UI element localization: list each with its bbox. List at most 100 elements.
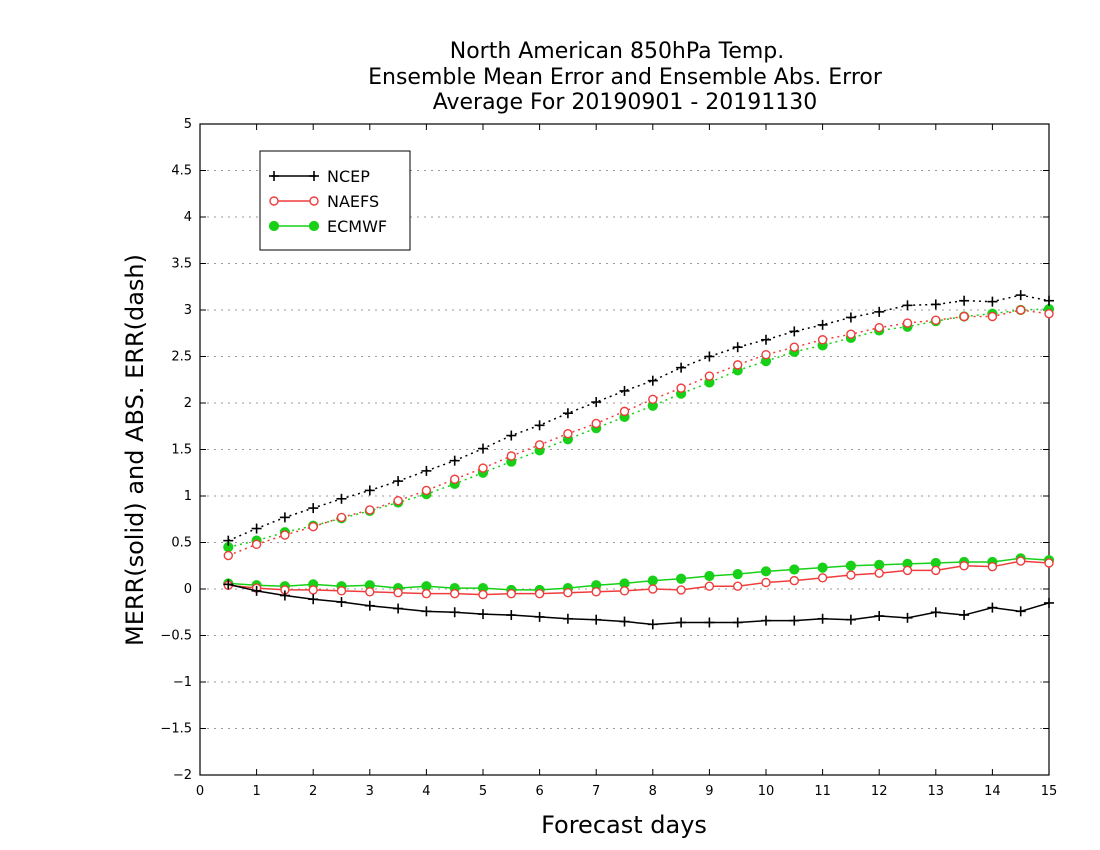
y-tick-label: −1 [173, 675, 192, 690]
point-ncep-abs-err [308, 503, 319, 514]
point-ncep-merr [817, 613, 828, 624]
series-ncep [223, 290, 1054, 630]
point-ecmwf-merr [817, 562, 828, 573]
point-ncep-abs-err [817, 319, 828, 330]
point-ncep-merr [619, 616, 630, 627]
point-naefs-abs-err [902, 318, 913, 328]
point-naefs-merr [761, 577, 771, 588]
point-naefs-merr [987, 561, 998, 572]
point-naefs-merr [619, 586, 630, 596]
point-ncep-merr [930, 607, 941, 618]
point-ncep-abs-err [902, 300, 913, 311]
point-naefs-abs-err [817, 335, 828, 345]
point-ncep-merr [534, 611, 545, 622]
point-naefs-abs-err [478, 463, 488, 473]
point-ncep-abs-err [393, 476, 404, 487]
point-naefs-abs-err [704, 371, 715, 381]
point-ncep-merr [308, 594, 319, 605]
data-series [223, 290, 1055, 630]
point-ncep-abs-err [562, 408, 573, 419]
point-naefs-abs-err [251, 539, 262, 550]
point-naefs-merr [648, 584, 658, 594]
point-naefs-abs-err [308, 521, 318, 532]
point-naefs-abs-err [563, 428, 573, 439]
point-ncep-abs-err [704, 351, 715, 362]
x-tick-label: 13 [928, 784, 945, 799]
point-naefs-merr [846, 570, 856, 580]
x-tick-label: 6 [535, 784, 543, 799]
legend-marker-naefs [269, 196, 279, 206]
point-ncep-merr [279, 590, 290, 601]
point-naefs-abs-err [874, 322, 884, 333]
point-ncep-merr [364, 600, 375, 611]
point-ncep-abs-err [930, 299, 941, 310]
x-tick-label: 12 [871, 784, 888, 799]
point-naefs-merr [931, 565, 941, 576]
legend-item-ncep: NCEP [269, 167, 370, 186]
point-naefs-abs-err [959, 311, 969, 322]
point-ncep-merr [845, 614, 856, 625]
point-naefs-merr [478, 589, 488, 600]
series-naefs [223, 305, 1054, 600]
x-tick-label: 8 [649, 784, 657, 799]
x-tick-label: 11 [814, 784, 831, 799]
line-ecmwf-merr [228, 557, 1050, 591]
x-tick-label: 1 [252, 784, 260, 799]
x-tick-label: 15 [1041, 784, 1058, 799]
line-ncep-abs-err [228, 294, 1050, 542]
point-naefs-abs-err [1016, 305, 1026, 315]
y-tick-label: −2 [173, 768, 192, 783]
point-naefs-abs-err [761, 349, 771, 360]
legend-label-naefs: NAEFS [327, 192, 379, 211]
point-ncep-abs-err [279, 512, 290, 523]
point-ncep-abs-err [732, 342, 743, 353]
point-naefs-abs-err [676, 383, 686, 393]
legend-marker-ecmwf [308, 220, 320, 232]
point-naefs-abs-err [393, 495, 403, 506]
y-tick-label: 5 [184, 117, 192, 132]
point-ecmwf-merr [647, 575, 658, 586]
legend-marker-naefs [309, 196, 319, 206]
point-ncep-merr [732, 617, 743, 628]
point-ncep-merr [761, 615, 771, 626]
point-ncep-merr [421, 606, 432, 617]
legend-item-ecmwf: ECMWF [268, 217, 387, 236]
x-tick-label: 9 [705, 784, 713, 799]
y-tick-label: 0 [184, 582, 192, 597]
point-ncep-abs-err [336, 493, 347, 504]
y-tick-label: 4.5 [171, 164, 192, 179]
point-ncep-merr [591, 614, 602, 625]
point-ncep-abs-err [591, 397, 602, 408]
point-ncep-merr [874, 610, 885, 621]
point-naefs-abs-err [931, 315, 941, 325]
point-naefs-merr [365, 587, 375, 597]
point-ecmwf-merr [760, 566, 772, 577]
point-ncep-abs-err [647, 375, 658, 386]
point-ecmwf-merr [676, 573, 687, 584]
point-ncep-abs-err [874, 306, 885, 317]
y-tick-label: 4 [184, 210, 192, 225]
point-ncep-abs-err [619, 385, 630, 396]
point-naefs-merr [421, 588, 432, 599]
point-naefs-merr [450, 588, 460, 599]
legend-label-ecmwf: ECMWF [327, 217, 387, 236]
point-naefs-merr [817, 573, 828, 583]
point-ncep-merr [676, 617, 687, 628]
point-naefs-abs-err [733, 360, 743, 370]
point-naefs-merr [902, 565, 913, 576]
x-tick-label: 0 [196, 784, 204, 799]
point-ncep-merr [336, 597, 347, 608]
point-naefs-abs-err [987, 311, 998, 322]
chart-title: North American 850hPa Temp. Ensemble Mea… [368, 39, 883, 115]
y-tick-label: 3.5 [171, 257, 192, 272]
point-naefs-merr [676, 585, 686, 595]
point-ncep-abs-err [364, 485, 375, 496]
legend-marker-ecmwf [268, 220, 280, 232]
point-ncep-abs-err [478, 443, 488, 454]
point-ncep-merr [449, 607, 460, 618]
x-tick-label: 2 [309, 784, 317, 799]
point-naefs-abs-err [223, 550, 234, 561]
x-tick-label: 10 [758, 784, 775, 799]
point-ncep-merr [478, 609, 488, 620]
